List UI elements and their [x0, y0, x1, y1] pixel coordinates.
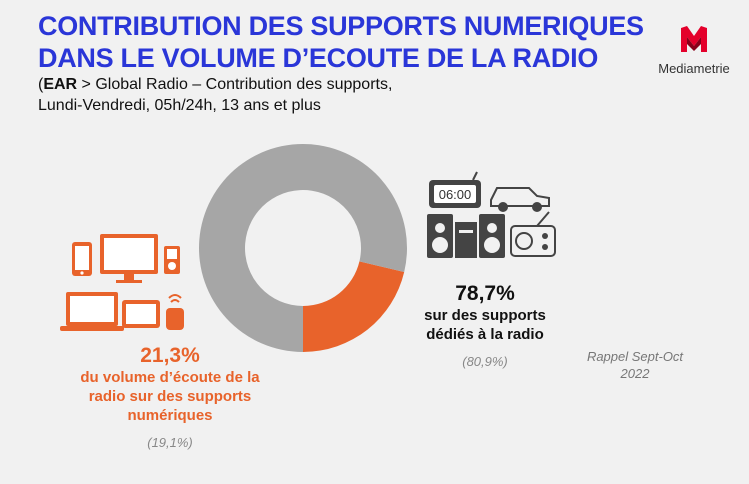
tv-icon — [100, 234, 158, 283]
rappel-note: Rappel Sept-Oct 2022 — [560, 348, 710, 382]
smart-speaker-icon — [166, 294, 184, 330]
radio-share-label: 78,7% sur des supports dédiés à la radio… — [405, 282, 565, 369]
digital-share-value: 21,3% — [140, 344, 200, 367]
mediametrie-logo: Mediametrie — [650, 24, 738, 76]
mp3-player-icon — [164, 246, 180, 274]
clock-radio-icon: 06:00 — [429, 171, 481, 208]
radio-desc-1: sur des supports — [424, 307, 546, 324]
car-icon — [490, 187, 550, 212]
radio-icon — [510, 211, 556, 257]
donut-slice-digital — [303, 261, 405, 352]
digital-previous-value: (19,1%) — [147, 435, 193, 450]
radio-previous-value: (80,9%) — [462, 354, 508, 369]
rappel-line-1: Rappel Sept-Oct — [586, 349, 684, 364]
chart-subtitle: (EAR > Global Radio – Contribution des s… — [38, 74, 392, 116]
radio-devices-icons: 06:00 — [427, 171, 556, 258]
digital-desc-2: radio sur des supports — [88, 388, 252, 405]
tablet-icon — [122, 300, 160, 328]
smartphone-icon — [72, 242, 92, 276]
title-line-1: CONTRIBUTION DES SUPPORTS NUMERIQUES — [38, 11, 644, 41]
laptop-icon — [60, 292, 124, 331]
digital-desc-1: du volume d’écoute de la — [80, 369, 260, 386]
subtitle-rest: > Global Radio – Contribution des suppor… — [77, 76, 393, 93]
stereo-system-icon — [427, 214, 505, 258]
mediametrie-logo-icon — [681, 26, 707, 52]
title-line-2: DANS LE VOLUME D’ECOUTE DE LA RADIO — [38, 43, 599, 73]
digital-desc-3: numériques — [127, 407, 213, 424]
subtitle-line-2: Lundi-Vendredi, 05h/24h, 13 ans et plus — [38, 97, 321, 114]
radio-desc-2: dédiés à la radio — [426, 326, 544, 343]
clock-display: 06:00 — [439, 187, 472, 202]
chart-title: CONTRIBUTION DES SUPPORTS NUMERIQUES DAN… — [38, 10, 644, 74]
subtitle-paren: ( — [38, 76, 44, 93]
logo-text: Mediametrie — [658, 61, 730, 76]
donut-slice-radio — [199, 144, 408, 352]
rappel-line-2: 2022 — [620, 366, 650, 381]
digital-share-label: 21,3% du volume d’écoute de la radio sur… — [40, 344, 300, 450]
subtitle-ear: EAR — [43, 76, 78, 93]
digital-devices-icons — [60, 234, 184, 331]
radio-share-value: 78,7% — [455, 282, 515, 305]
